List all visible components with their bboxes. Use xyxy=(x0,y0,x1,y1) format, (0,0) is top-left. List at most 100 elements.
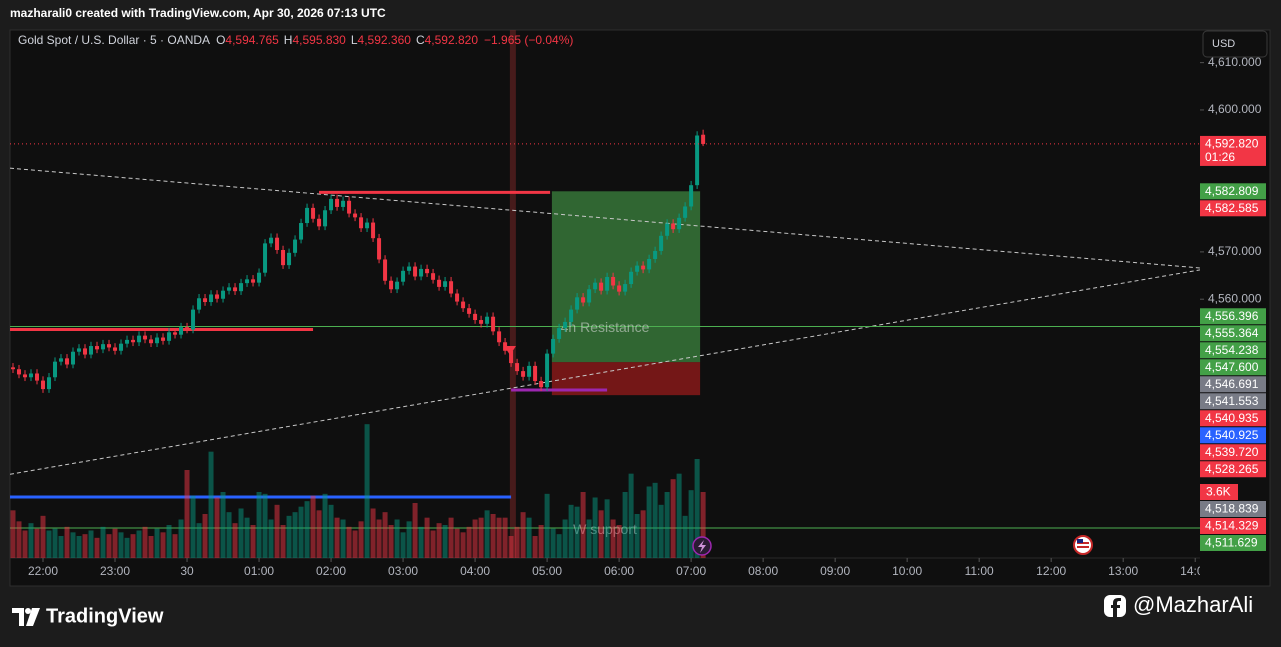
volume-bar xyxy=(34,528,40,558)
volume-bar xyxy=(340,519,346,558)
x-tick-label: 06:00 xyxy=(604,564,634,578)
volume-bar xyxy=(100,526,106,558)
candle-body xyxy=(197,298,202,310)
candle-body xyxy=(257,272,262,283)
volume-bar xyxy=(634,514,640,558)
price-label-box xyxy=(1200,325,1266,342)
price-label: 4,511.629 xyxy=(1205,536,1258,550)
x-tick-label: 05:00 xyxy=(532,564,562,578)
volume-bar xyxy=(298,506,304,558)
volume-bar xyxy=(292,512,298,558)
event-icon[interactable] xyxy=(692,536,712,556)
volume-bar xyxy=(700,492,706,558)
volume-bar xyxy=(676,473,682,558)
candle-body xyxy=(329,198,334,211)
volume-bar xyxy=(274,504,280,558)
candle-body xyxy=(683,206,688,218)
candle-body xyxy=(167,332,172,341)
price-label-box xyxy=(1200,308,1266,325)
candle-body xyxy=(593,282,598,290)
volume-bar xyxy=(232,523,238,558)
price-label-box xyxy=(1200,427,1266,444)
candle-body xyxy=(53,361,58,378)
candle-body xyxy=(275,237,280,250)
y-tick-label: 4,610.000 xyxy=(1208,55,1262,69)
brand: TradingView xyxy=(46,605,164,627)
volume-bar xyxy=(94,537,100,558)
price-label: 4,592.820 xyxy=(1205,137,1259,151)
candle-body xyxy=(671,223,676,230)
candle-body xyxy=(689,185,694,207)
candle-body xyxy=(635,265,640,272)
volume-bar xyxy=(490,514,496,558)
candle-body xyxy=(311,207,316,219)
volume-bar xyxy=(388,525,394,558)
legend-item: C xyxy=(416,33,425,47)
volume-bar xyxy=(448,517,454,558)
candle-body xyxy=(173,332,178,335)
volume-bar xyxy=(598,510,604,558)
volume-bar xyxy=(556,534,562,558)
candle-body xyxy=(551,338,556,354)
volume-bar xyxy=(628,473,634,558)
volume-bar xyxy=(502,517,508,558)
candle-body xyxy=(563,321,568,329)
volume-bar xyxy=(370,508,376,558)
candle-body xyxy=(527,365,532,377)
candle-body xyxy=(17,369,22,375)
volume-bar xyxy=(652,482,658,558)
volume-bar xyxy=(310,495,316,558)
volume-bar xyxy=(574,506,580,558)
price-label: 4,528.265 xyxy=(1205,462,1259,476)
candle-body xyxy=(41,380,46,390)
volume-bar xyxy=(124,537,130,558)
candle-body xyxy=(317,218,322,227)
candle-body xyxy=(425,268,430,274)
trend-line xyxy=(10,167,1200,269)
candle-body xyxy=(323,210,328,227)
price-label-box xyxy=(1200,200,1266,217)
candle-body xyxy=(335,198,340,207)
volume-bar xyxy=(394,519,400,558)
currency-button[interactable] xyxy=(1202,30,1268,58)
x-tick-label: 12:00 xyxy=(1036,564,1066,578)
volume-bar xyxy=(262,493,268,558)
candle-body xyxy=(509,350,514,364)
volume-bar xyxy=(688,490,694,558)
volume-bar xyxy=(208,451,214,558)
volume-bar xyxy=(484,510,490,558)
volume-bar xyxy=(214,497,220,558)
candle-body xyxy=(539,381,544,388)
x-tick-label: 13:00 xyxy=(1108,564,1138,578)
volume-bar xyxy=(694,459,700,558)
candle-body xyxy=(431,273,436,280)
volume-bar xyxy=(250,525,256,558)
candle-body xyxy=(149,339,154,344)
candle-body xyxy=(371,222,376,239)
volume-bar xyxy=(316,510,322,558)
y-tick-label: 4,560.000 xyxy=(1208,291,1262,305)
volume-label: 3.6K xyxy=(1206,485,1231,499)
candle-body xyxy=(695,135,700,186)
price-label-box xyxy=(1200,376,1266,393)
volume-bar xyxy=(442,525,448,558)
legend-item: 4,592.360 xyxy=(358,33,412,47)
volume-bar xyxy=(286,515,292,558)
candle-body xyxy=(449,281,454,294)
candle-body xyxy=(227,287,232,291)
y-tick-label: 4,570.000 xyxy=(1208,244,1262,258)
currency: USD xyxy=(1212,38,1235,50)
price-label: 4,540.925 xyxy=(1205,428,1259,442)
brand-logo xyxy=(12,608,40,626)
volume-bar xyxy=(358,521,364,558)
candle-body xyxy=(353,213,358,218)
volume-bar xyxy=(544,493,550,558)
x-tick-label: 10:00 xyxy=(892,564,922,578)
country-flag[interactable] xyxy=(1073,535,1093,555)
candle-body xyxy=(131,339,136,343)
candle-body xyxy=(11,367,16,370)
volume-bar xyxy=(268,519,274,558)
x-tick-label: 14:00 xyxy=(1180,564,1210,578)
candle-body xyxy=(221,290,226,299)
volume-bar xyxy=(610,519,616,558)
